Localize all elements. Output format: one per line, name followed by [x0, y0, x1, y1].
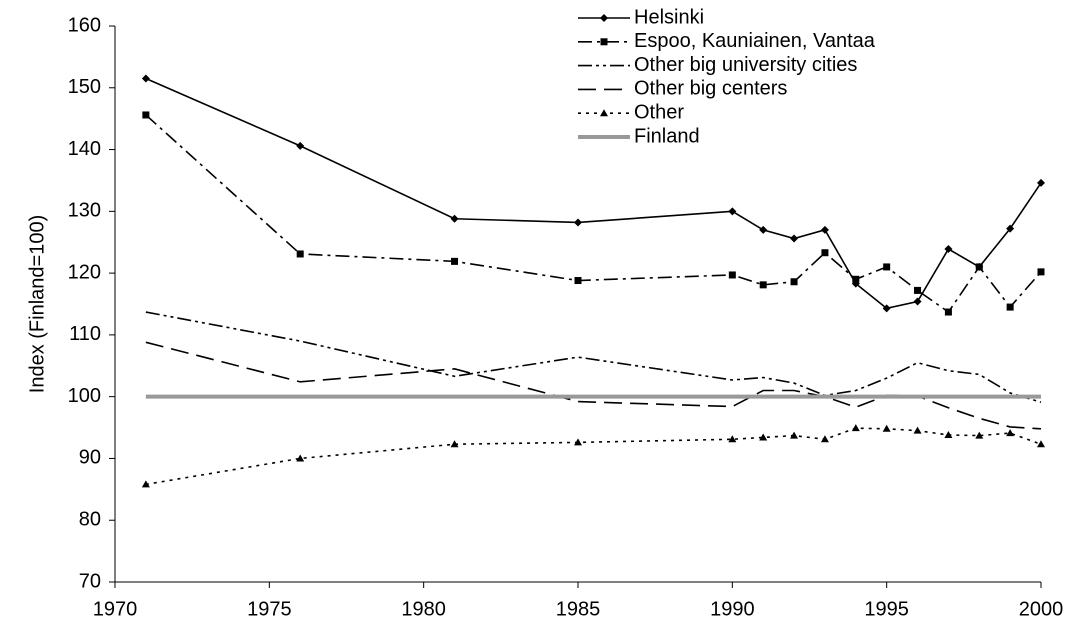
legend-label: Espoo, Kauniainen, Vantaa	[634, 30, 876, 52]
y-tick-label: 70	[79, 570, 101, 592]
point	[944, 308, 952, 316]
point	[1006, 224, 1015, 233]
y-tick-label: 80	[79, 509, 101, 531]
point	[759, 281, 767, 289]
point	[296, 141, 305, 150]
series-line	[145, 77, 1042, 310]
legend-label: Other big university cities	[634, 54, 857, 76]
point	[820, 225, 829, 234]
y-tick-label: 140	[68, 138, 101, 160]
y-tick-label: 120	[68, 261, 101, 283]
point	[1006, 429, 1015, 437]
point	[913, 426, 922, 434]
point	[1037, 440, 1045, 448]
point	[1006, 303, 1014, 311]
series-line	[145, 114, 1042, 314]
x-tick-label: 1970	[93, 598, 138, 620]
x-tick-label: 2000	[1019, 598, 1064, 620]
legend-label: Other big centers	[634, 78, 787, 100]
point	[574, 438, 582, 446]
point	[975, 431, 984, 439]
point	[759, 225, 768, 234]
point	[944, 430, 953, 438]
point	[820, 435, 829, 443]
legend-label: Helsinki	[634, 6, 704, 28]
x-tick-label: 1975	[247, 598, 292, 620]
point	[728, 271, 736, 279]
point	[296, 250, 304, 258]
point	[759, 433, 768, 441]
legend-marker	[600, 14, 608, 22]
point	[821, 249, 829, 257]
point	[1037, 268, 1045, 276]
point	[728, 207, 737, 216]
series-line	[145, 311, 1042, 403]
series-line	[145, 427, 1042, 486]
point	[451, 257, 459, 265]
point	[574, 218, 582, 227]
point	[141, 74, 150, 83]
point	[790, 278, 798, 286]
y-tick-label: 110	[69, 323, 101, 345]
y-tick-label: 130	[68, 200, 101, 222]
point	[1037, 178, 1045, 187]
legend-label: Finland	[634, 125, 700, 147]
point	[141, 480, 150, 488]
y-axis-label: Index (Finland=100)	[26, 215, 48, 393]
point	[852, 275, 860, 283]
point	[851, 424, 860, 432]
point	[883, 263, 891, 271]
point	[882, 304, 891, 313]
point	[790, 234, 799, 243]
legend-marker	[600, 109, 608, 117]
x-tick-label: 1990	[710, 598, 755, 620]
legend-label: Other	[634, 101, 684, 123]
point	[975, 263, 983, 271]
point	[450, 440, 459, 448]
point	[882, 424, 891, 432]
x-tick-label: 1980	[401, 598, 446, 620]
point	[913, 297, 922, 306]
y-tick-label: 90	[79, 447, 101, 469]
y-tick-label: 100	[68, 385, 101, 407]
point	[574, 277, 582, 285]
point	[790, 431, 799, 439]
x-tick-label: 1995	[864, 598, 909, 620]
point	[296, 454, 305, 462]
point	[142, 111, 150, 119]
x-tick-label: 1985	[556, 598, 601, 620]
point	[450, 214, 459, 223]
legend-marker	[600, 38, 608, 46]
y-tick-label: 160	[68, 14, 101, 36]
point	[728, 435, 737, 443]
point	[914, 286, 922, 294]
series-line	[145, 341, 1042, 430]
point	[944, 245, 953, 254]
y-tick-label: 150	[68, 76, 101, 98]
